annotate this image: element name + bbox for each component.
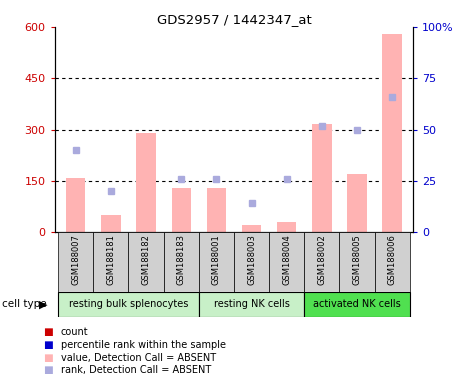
Bar (207, 188, 226, 232)
Text: GSM188001: GSM188001 (212, 234, 221, 285)
Bar (304, 292, 410, 317)
Text: GSM188182: GSM188182 (142, 234, 151, 285)
Bar (101, 215, 121, 232)
Bar (269, 232, 304, 292)
Bar (58, 292, 199, 317)
Text: ■: ■ (43, 353, 53, 362)
Bar (199, 232, 234, 292)
Text: resting bulk splenocytes: resting bulk splenocytes (69, 299, 188, 310)
Bar (277, 222, 296, 232)
Bar (163, 232, 199, 292)
Bar (242, 225, 261, 232)
Bar (199, 292, 304, 317)
Text: ■: ■ (43, 340, 53, 350)
Text: GSM188006: GSM188006 (388, 234, 397, 285)
Title: GDS2957 / 1442347_at: GDS2957 / 1442347_at (157, 13, 311, 26)
Text: percentile rank within the sample: percentile rank within the sample (61, 340, 226, 350)
Text: ▶: ▶ (39, 299, 48, 310)
Bar (136, 133, 156, 232)
Bar (340, 232, 375, 292)
Text: GSM188003: GSM188003 (247, 234, 256, 285)
Bar (171, 188, 191, 232)
Text: value, Detection Call = ABSENT: value, Detection Call = ABSENT (61, 353, 216, 362)
Text: ■: ■ (43, 327, 53, 337)
Bar (375, 232, 410, 292)
Bar (128, 232, 163, 292)
Text: GSM188181: GSM188181 (106, 234, 115, 285)
Bar (58, 232, 93, 292)
Text: count: count (61, 327, 88, 337)
Text: resting NK cells: resting NK cells (214, 299, 289, 310)
Bar (382, 34, 402, 232)
Text: cell type: cell type (2, 299, 47, 310)
Text: GSM188004: GSM188004 (282, 234, 291, 285)
Bar (66, 177, 86, 232)
Bar (347, 174, 367, 232)
Text: activated NK cells: activated NK cells (313, 299, 401, 310)
Text: GSM188007: GSM188007 (71, 234, 80, 285)
Text: GSM188005: GSM188005 (352, 234, 361, 285)
Text: GSM188183: GSM188183 (177, 234, 186, 285)
Bar (93, 232, 128, 292)
Bar (304, 232, 340, 292)
Text: GSM188002: GSM188002 (317, 234, 326, 285)
Text: rank, Detection Call = ABSENT: rank, Detection Call = ABSENT (61, 365, 211, 375)
Bar (312, 124, 332, 232)
Bar (234, 232, 269, 292)
Text: ■: ■ (43, 365, 53, 375)
